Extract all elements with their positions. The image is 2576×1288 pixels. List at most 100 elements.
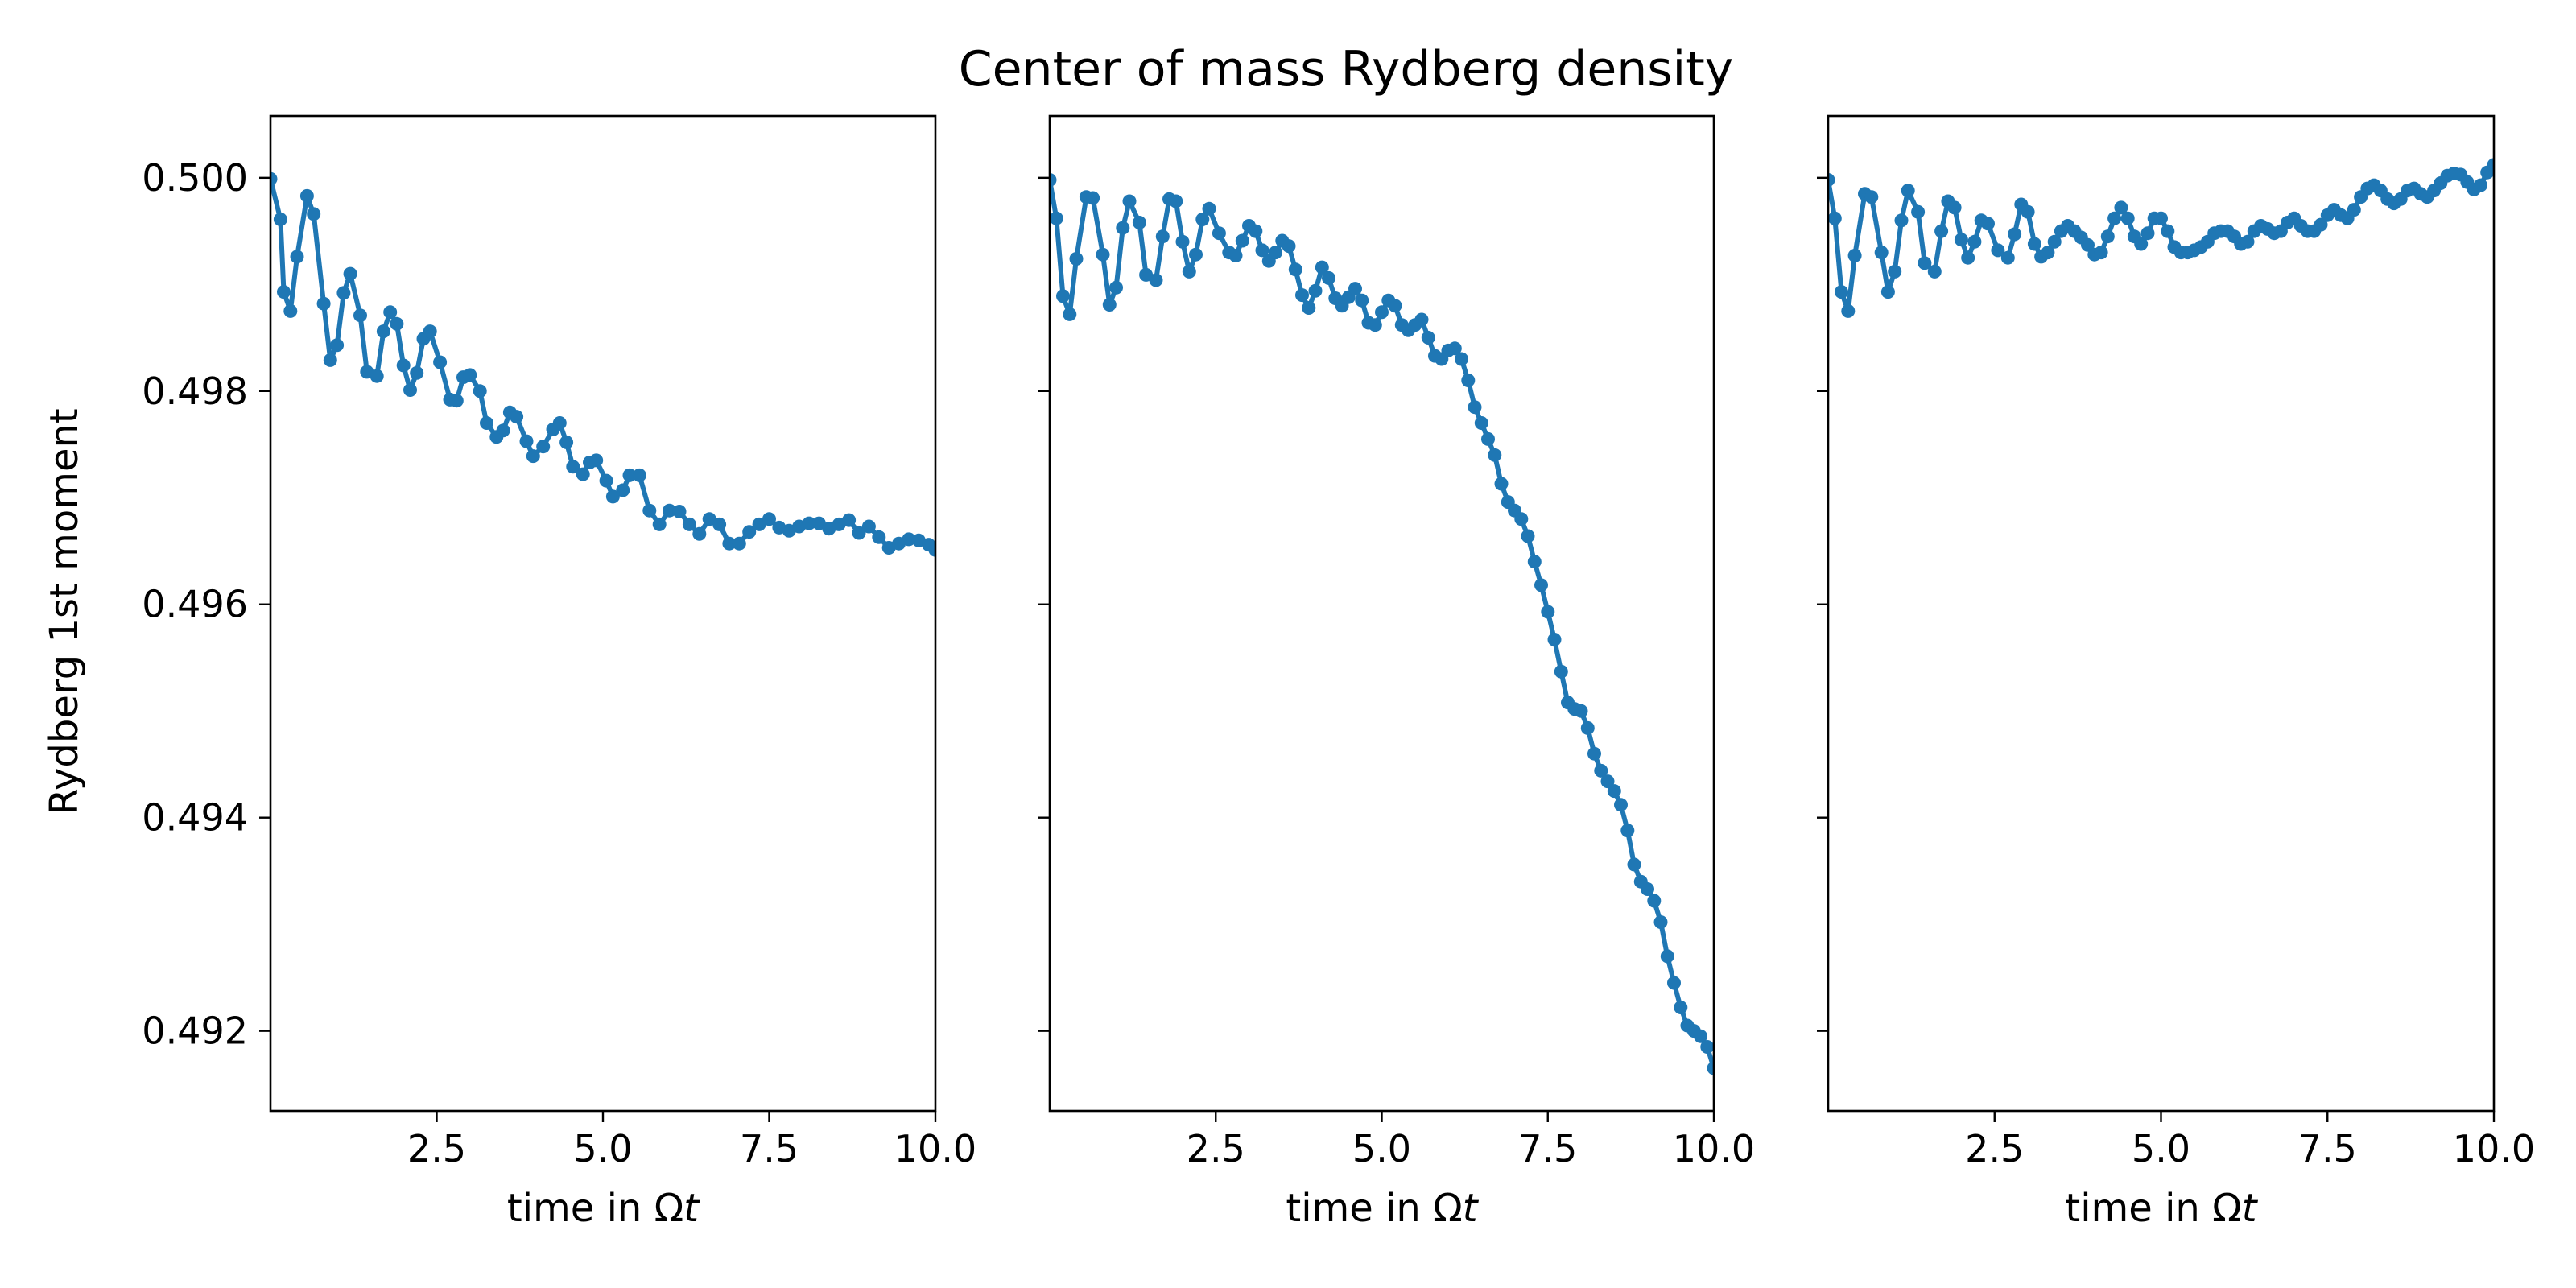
- data-point: [2047, 234, 2062, 249]
- data-point: [1212, 226, 1226, 241]
- data-point: [1488, 448, 1502, 462]
- data-point: [1189, 247, 1203, 262]
- data-point: [2487, 158, 2494, 172]
- data-point: [552, 416, 567, 430]
- data-point: [1653, 915, 1668, 929]
- data-point: [2140, 226, 2155, 241]
- data-point: [1954, 233, 1968, 247]
- data-point: [1927, 264, 1942, 279]
- data-point: [463, 368, 477, 382]
- data-point: [872, 530, 886, 544]
- data-point: [1414, 312, 1429, 327]
- data-point: [1295, 288, 1309, 303]
- data-point: [1109, 280, 1123, 295]
- data-point: [2154, 211, 2168, 225]
- data-point: [1228, 249, 1243, 262]
- data-point: [1249, 224, 1263, 238]
- data-point: [1554, 664, 1568, 679]
- y-tick-label: 0.496: [142, 583, 248, 626]
- data-point: [1155, 229, 1170, 244]
- data-point: [2347, 203, 2361, 217]
- data-point: [1096, 247, 1110, 262]
- data-point: [1707, 1061, 1714, 1075]
- data-point: [1961, 250, 1975, 265]
- x-tick-label: 10.0: [1673, 1127, 1755, 1170]
- data-point: [376, 324, 390, 339]
- data-point: [519, 434, 534, 448]
- data-point: [480, 416, 493, 430]
- x-tick-label: 10.0: [894, 1127, 976, 1170]
- data-point: [1880, 285, 1895, 299]
- data-point: [599, 473, 613, 488]
- data-point: [353, 308, 367, 323]
- data-point: [1474, 416, 1488, 430]
- data-point: [605, 489, 620, 504]
- data-point: [632, 468, 646, 482]
- data-point: [2114, 200, 2128, 215]
- x-axis-label-text: time in Ω: [507, 1186, 683, 1231]
- data-point: [2094, 246, 2108, 260]
- data-point: [1468, 400, 1482, 415]
- data-point: [1447, 341, 1462, 356]
- series-group: [270, 171, 935, 557]
- data-point: [369, 369, 384, 383]
- data-point: [1627, 857, 1641, 872]
- data-point: [928, 543, 935, 557]
- data-point: [283, 303, 298, 318]
- data-point: [2314, 217, 2328, 232]
- data-point: [2120, 211, 2135, 225]
- data-point: [1828, 173, 1835, 187]
- data-point: [2474, 178, 2487, 192]
- data-point: [1614, 798, 1628, 812]
- data-point: [1700, 1040, 1714, 1054]
- data-point: [1322, 270, 1335, 285]
- x-tick-label: 5.0: [2132, 1127, 2190, 1170]
- data-point: [616, 483, 630, 497]
- y-axis-label: Rydberg 1st moment: [42, 408, 87, 815]
- data-point: [299, 188, 314, 203]
- data-point: [526, 449, 540, 464]
- data-point: [410, 365, 424, 380]
- data-point: [496, 423, 510, 438]
- data-point: [1574, 704, 1588, 718]
- x-axis-label: time in Ωt: [507, 1186, 700, 1231]
- x-tick-label: 5.0: [1352, 1127, 1411, 1170]
- data-point: [589, 453, 604, 468]
- data-point: [1841, 303, 1856, 318]
- data-point: [1947, 200, 1962, 215]
- data-point: [1911, 204, 1926, 219]
- data-point: [273, 213, 287, 226]
- x-tick-label: 2.5: [1965, 1127, 2024, 1170]
- x-axis-label: time in Ωt: [1286, 1186, 1479, 1231]
- data-point: [1864, 190, 1879, 204]
- data-point: [1934, 224, 1949, 238]
- data-point: [842, 513, 857, 527]
- data-point: [1461, 374, 1476, 387]
- data-point: [1063, 307, 1077, 321]
- x-tick-label: 7.5: [740, 1127, 799, 1170]
- data-point: [1069, 252, 1084, 266]
- data-point: [1269, 246, 1282, 260]
- y-tick-label: 0.500: [142, 156, 248, 200]
- y-tick-label: 0.498: [142, 369, 248, 413]
- data-point: [2081, 237, 2095, 252]
- data-point: [1102, 298, 1117, 312]
- data-point: [1607, 784, 1621, 799]
- data-point: [1195, 213, 1210, 226]
- x-axis-label-variable: t: [1463, 1186, 1480, 1231]
- data-point: [1647, 894, 1662, 908]
- data-point: [390, 316, 404, 331]
- data-point: [1694, 1029, 1707, 1043]
- data-point: [559, 435, 574, 449]
- data-point: [433, 355, 448, 369]
- data-point: [1541, 605, 1555, 619]
- data-point: [2240, 234, 2255, 249]
- x-tick-label: 2.5: [1187, 1127, 1245, 1170]
- data-point: [1991, 243, 2005, 258]
- data-point: [576, 467, 590, 481]
- data-point: [1122, 194, 1137, 208]
- data-point: [732, 536, 746, 551]
- data-point: [1894, 213, 1909, 228]
